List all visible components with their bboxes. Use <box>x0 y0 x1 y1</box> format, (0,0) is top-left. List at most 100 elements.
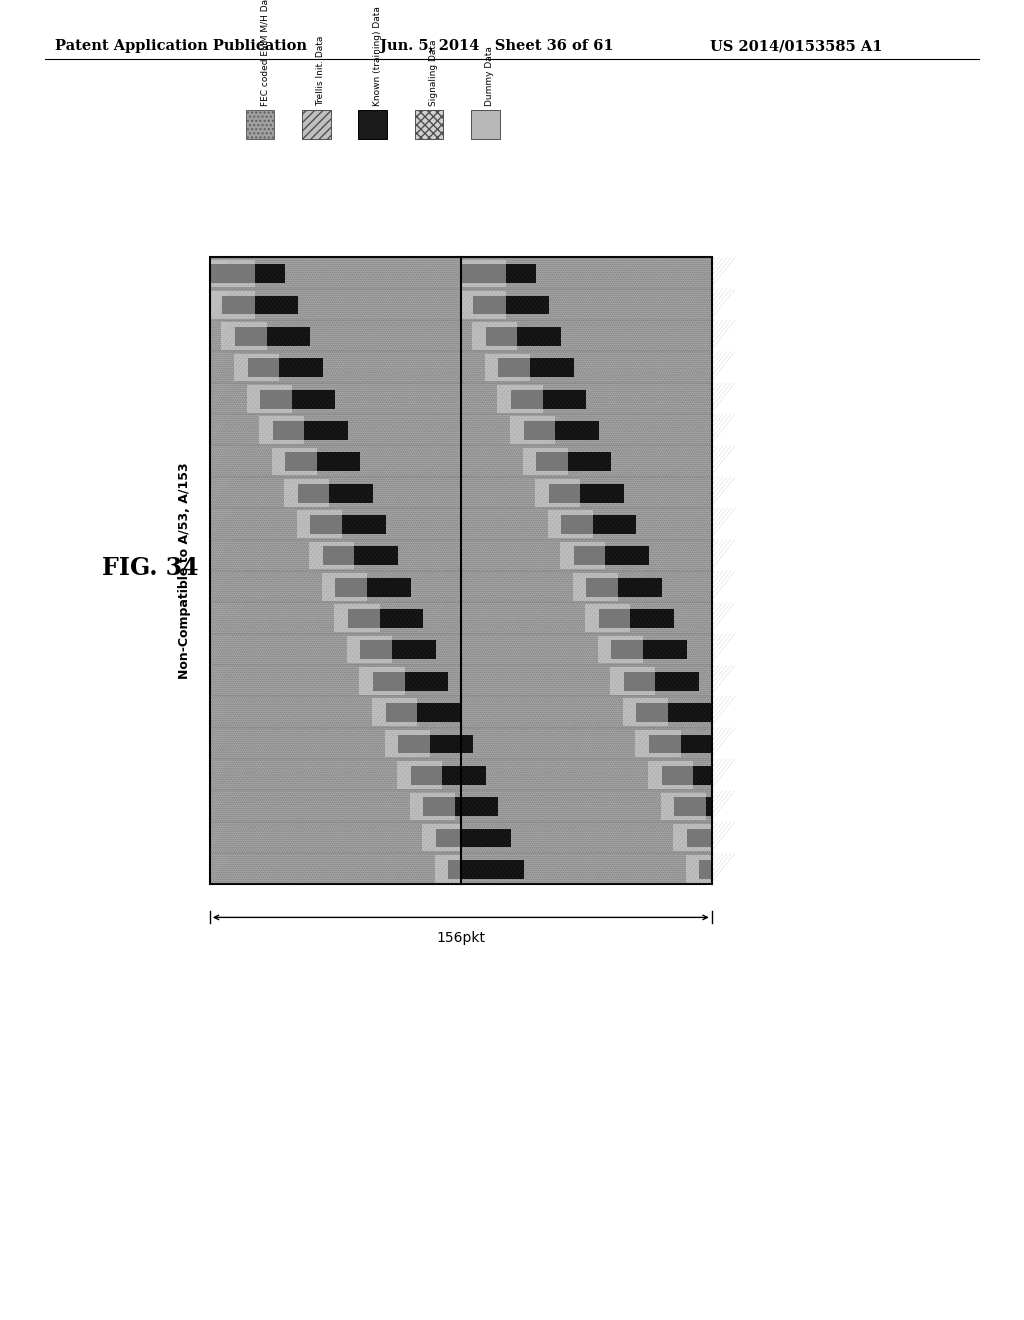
Bar <box>248 358 323 378</box>
Bar <box>246 110 274 139</box>
Bar <box>234 327 310 346</box>
Bar <box>624 672 699 690</box>
Bar <box>472 322 517 350</box>
Bar <box>586 605 631 632</box>
Bar <box>397 762 442 789</box>
Bar <box>610 667 655 694</box>
Bar <box>298 483 373 503</box>
Bar <box>636 704 712 722</box>
Bar <box>302 110 331 139</box>
Bar <box>537 453 611 471</box>
Bar <box>222 296 298 314</box>
Text: Dummy Data: Dummy Data <box>485 46 495 106</box>
Bar <box>511 389 586 408</box>
Bar <box>210 257 712 884</box>
Bar <box>336 578 411 597</box>
Bar <box>549 483 624 503</box>
Bar <box>461 260 506 288</box>
Bar <box>359 667 404 694</box>
Bar <box>210 260 255 288</box>
Bar <box>660 792 706 820</box>
Bar <box>461 264 537 282</box>
Bar <box>699 859 712 879</box>
Bar <box>674 797 712 816</box>
Bar <box>523 421 599 440</box>
Bar <box>510 416 555 444</box>
Bar <box>461 859 523 879</box>
Bar <box>360 640 436 659</box>
Bar <box>548 511 593 539</box>
Bar <box>285 479 330 507</box>
Bar <box>323 546 398 565</box>
Bar <box>210 257 712 884</box>
Bar <box>271 447 316 475</box>
Bar <box>348 609 423 628</box>
Bar <box>411 766 461 784</box>
Bar <box>461 829 511 847</box>
Bar <box>398 734 461 754</box>
Bar <box>422 824 461 851</box>
Bar <box>560 541 605 569</box>
Bar <box>471 110 500 139</box>
Bar <box>522 447 567 475</box>
Bar <box>572 573 617 601</box>
Bar <box>234 354 280 381</box>
Bar <box>536 479 581 507</box>
Bar <box>297 511 342 539</box>
Bar <box>461 859 523 879</box>
Text: FEC coded EMM M/H Data: FEC coded EMM M/H Data <box>260 0 269 106</box>
Bar <box>498 385 543 413</box>
Bar <box>473 296 549 314</box>
Text: Jun. 5, 2014   Sheet 36 of 61: Jun. 5, 2014 Sheet 36 of 61 <box>380 40 613 53</box>
Text: Signaling Data: Signaling Data <box>429 40 438 106</box>
Bar <box>310 515 385 533</box>
Bar <box>372 698 417 726</box>
Bar <box>322 573 367 601</box>
Bar <box>247 385 292 413</box>
Text: US 2014/0153585 A1: US 2014/0153585 A1 <box>710 40 883 53</box>
Text: 156pkt: 156pkt <box>436 931 485 945</box>
Bar <box>259 416 304 444</box>
Text: Patent Application Publication: Patent Application Publication <box>55 40 307 53</box>
Bar <box>599 609 674 628</box>
Bar <box>461 797 499 816</box>
Bar <box>210 290 255 318</box>
Bar <box>623 698 668 726</box>
Bar <box>285 453 360 471</box>
Bar <box>347 636 392 664</box>
Bar <box>461 797 499 816</box>
Bar <box>573 546 649 565</box>
Bar <box>221 322 266 350</box>
Bar <box>335 605 380 632</box>
Bar <box>358 110 387 139</box>
Text: Non-Compatible to A/53, A/153: Non-Compatible to A/53, A/153 <box>178 462 190 680</box>
Bar <box>373 672 449 690</box>
Bar <box>485 327 561 346</box>
Bar <box>385 730 430 758</box>
Text: FIG. 34: FIG. 34 <box>102 556 199 579</box>
Bar <box>673 824 712 851</box>
Bar <box>309 541 354 569</box>
Bar <box>461 766 486 784</box>
Bar <box>485 354 530 381</box>
Bar <box>461 734 473 754</box>
Bar <box>686 855 712 883</box>
Bar <box>423 797 461 816</box>
Bar <box>410 792 455 820</box>
Bar <box>461 766 485 784</box>
Bar <box>435 855 461 883</box>
Bar <box>272 421 348 440</box>
Bar <box>385 704 461 722</box>
Bar <box>499 358 573 378</box>
Bar <box>686 829 712 847</box>
Bar <box>649 734 712 754</box>
Bar <box>586 578 662 597</box>
Bar <box>436 829 461 847</box>
Bar <box>611 640 686 659</box>
Bar <box>648 762 693 789</box>
Text: Trellis Init. Data: Trellis Init. Data <box>316 36 326 106</box>
Text: Known (training) Data: Known (training) Data <box>373 7 382 106</box>
Bar <box>210 264 285 282</box>
Bar <box>461 734 473 754</box>
Bar <box>636 730 681 758</box>
